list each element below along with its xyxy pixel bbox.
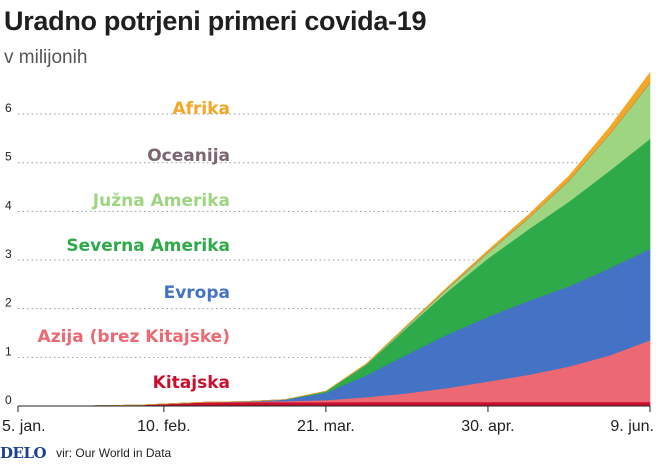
axes: 5. jan. 10. feb. 21. mar. 30. apr. 9. jun.	[2, 405, 654, 435]
y-tick-label: 5	[5, 150, 12, 164]
y-tick-label: 1	[5, 344, 12, 358]
legend-label-evropa: Evropa	[164, 283, 230, 303]
legend-label-oceanija: Oceanija	[147, 146, 230, 166]
y-tick-label: 2	[5, 296, 12, 310]
x-tick-label: 30. apr.	[461, 418, 514, 435]
source-note: vir: Our World in Data	[56, 446, 172, 460]
y-tick-label: 4	[5, 198, 12, 212]
delo-logo: DELO	[0, 444, 47, 462]
chart-title: Uradno potrjeni primeri covida-19	[4, 6, 427, 36]
legend-label-azija-brez-kitajske-: Azija (brez Kitajske)	[38, 327, 230, 347]
legend-label-afrika: Afrika	[172, 99, 230, 119]
area-series	[18, 71, 651, 407]
legend-label-ju-na-amerika: Južna Amerika	[92, 191, 230, 211]
x-tick-label: 10. feb.	[137, 418, 190, 435]
inline-legend: Afrika Oceanija Južna Amerika Severna Ameri…	[38, 99, 230, 393]
legend-label-severna-amerika: Severna Amerika	[66, 236, 230, 256]
x-tick-label: 9. jun.	[610, 418, 654, 435]
footer: DELO vir: Our World in Data	[0, 444, 171, 462]
y-tick-label: 0	[5, 393, 12, 407]
y-tick-label: 6	[5, 101, 12, 115]
x-tick-label: 5. jan.	[2, 418, 46, 435]
x-tick-label: 21. mar.	[297, 418, 355, 435]
area-afrika	[18, 71, 651, 407]
chart-subtitle: v milijonih	[4, 47, 88, 68]
y-tick-label: 3	[5, 247, 12, 261]
legend-label-kitajska: Kitajska	[153, 373, 230, 393]
stacked-area-chart: 0 1 2 3 4 5 6 5. jan. 10. feb. 21. mar. 30. apr. 9…	[2, 71, 654, 435]
